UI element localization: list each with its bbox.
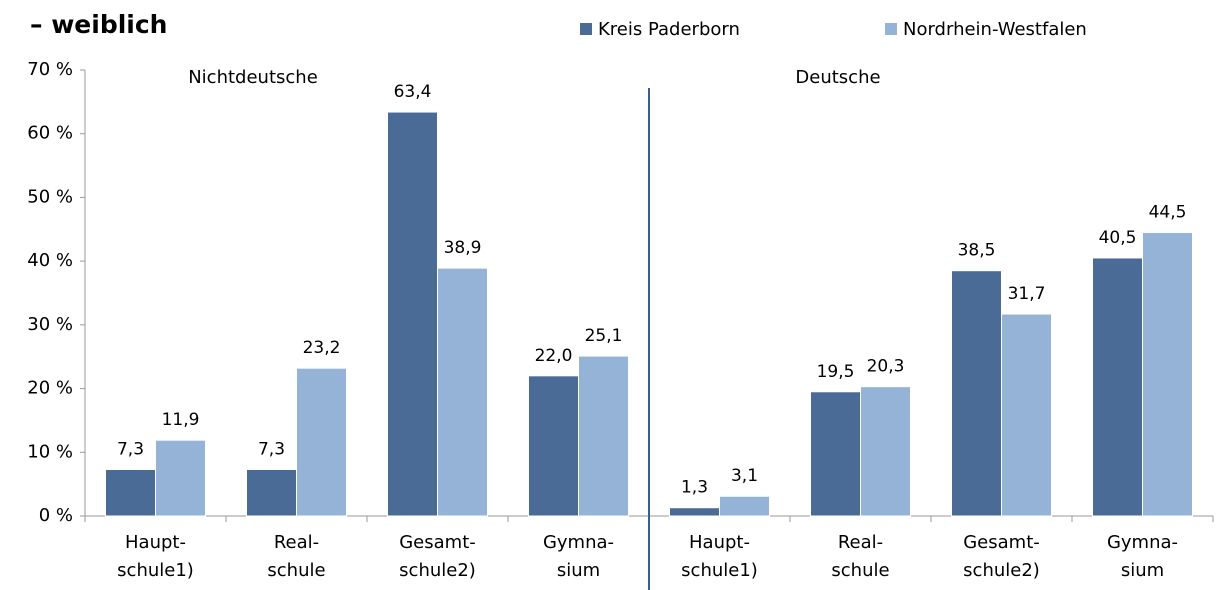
bar [578,355,629,517]
y-tick-label: 50 % [27,186,73,207]
bar [719,495,770,517]
value-label: 40,5 [1099,228,1137,248]
x-tick-label: Real-schule [267,532,325,581]
value-label: 63,4 [394,82,432,102]
x-tick-label: Gesamt-schule2) [399,532,476,581]
bar [669,507,720,517]
value-label: 22,0 [535,346,573,366]
bar [1092,257,1143,517]
x-tick-label: Haupt-schule1) [681,532,758,581]
legend-label: Kreis Paderborn [598,19,740,40]
chart-title: – weiblich [30,10,167,39]
y-tick-label: 30 % [27,314,73,335]
bar [810,391,861,517]
x-tick-label: Gymna-sium [1107,532,1178,581]
bar [951,270,1002,517]
value-label: 11,9 [162,410,200,430]
value-label: 44,5 [1149,202,1187,222]
y-tick-label: 0 % [39,505,73,526]
x-tick-label: Real-schule [831,532,889,581]
bar [860,386,911,517]
bar [296,367,347,517]
x-tick-label: Gymna-sium [543,532,614,581]
value-label: 7,3 [117,439,144,459]
bar [437,267,488,517]
y-tick-label: 10 % [27,441,73,462]
bar [155,439,206,517]
value-label: 7,3 [258,439,285,459]
value-label: 19,5 [817,362,855,382]
group-label: Nichtdeutsche [188,67,318,88]
value-label: 20,3 [867,357,905,377]
bar [528,375,579,517]
y-tick-label: 40 % [27,250,73,271]
value-label: 3,1 [731,466,758,486]
legend-label: Nordrhein-Westfalen [903,19,1087,40]
value-label: 25,1 [585,326,623,346]
value-label: 38,9 [444,238,482,258]
value-label: 38,5 [958,241,996,261]
legend-swatch [885,23,897,35]
legend-swatch [580,23,592,35]
value-label: 31,7 [1008,284,1046,304]
bar [246,468,297,517]
group-label: Deutsche [795,67,880,88]
bar [105,468,156,517]
y-tick-label: 20 % [27,378,73,399]
x-tick-label: Gesamt-schule2) [963,532,1040,581]
bar [1142,231,1193,517]
y-tick-label: 60 % [27,123,73,144]
y-tick-label: 70 % [27,59,73,80]
bar [387,111,438,517]
x-tick-label: Haupt-schule1) [117,532,194,581]
value-label: 23,2 [303,338,341,358]
value-label: 1,3 [681,478,708,498]
bar [1001,313,1052,517]
